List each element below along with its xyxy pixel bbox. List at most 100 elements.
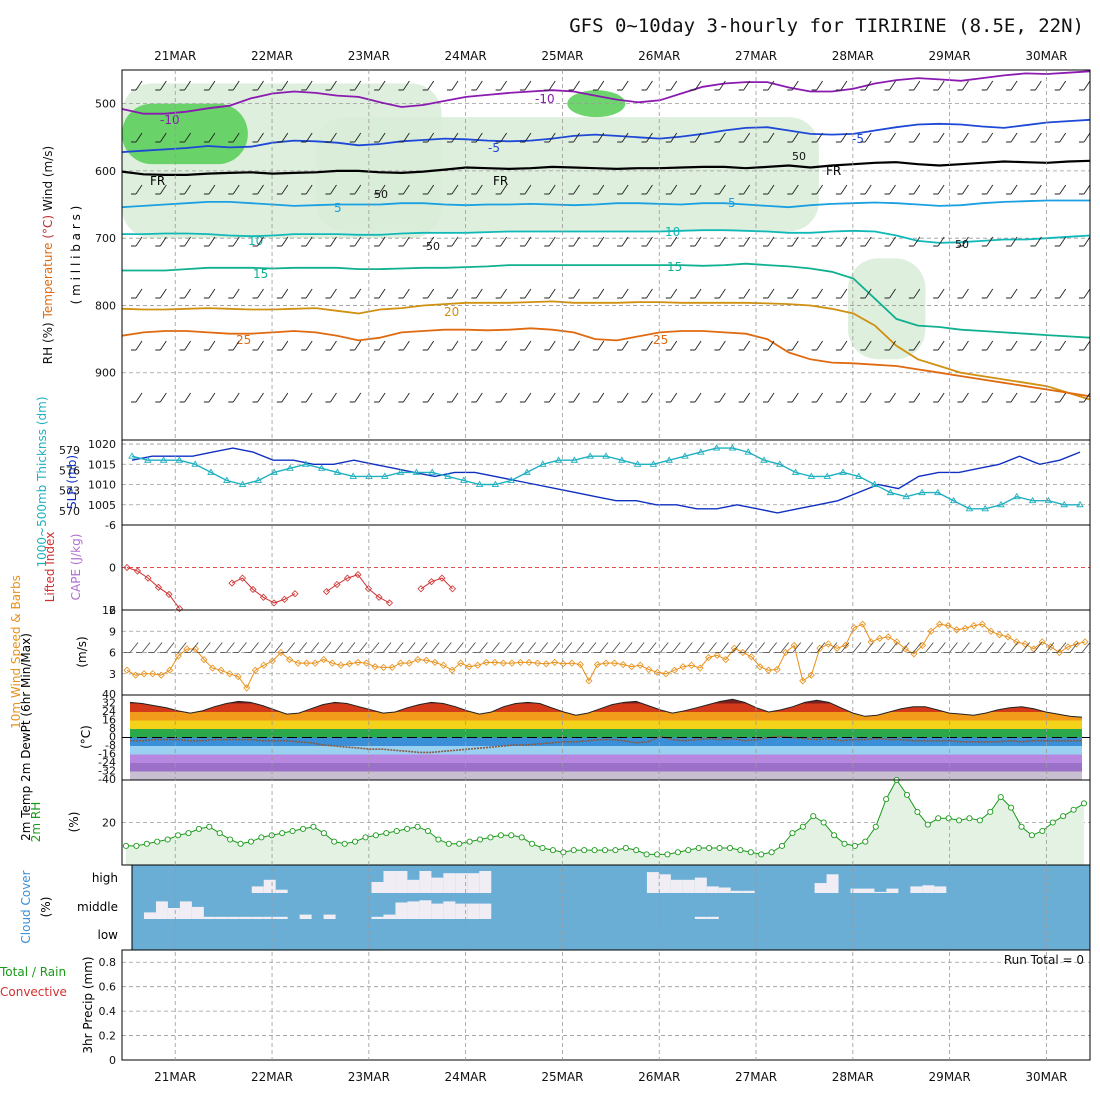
- isotherm-label: 20: [444, 305, 459, 319]
- rh-marker: [601, 847, 609, 854]
- wind-barb-icon: [471, 288, 483, 299]
- wind-barb-icon: [690, 288, 702, 299]
- wind-barb-icon: [203, 80, 216, 91]
- cloud-middle-bar: [694, 916, 707, 919]
- cloud-high-bar: [646, 872, 659, 893]
- thickness-marker: [807, 472, 816, 479]
- lifted-index-marker: [322, 588, 331, 596]
- wind-barb-icon: [155, 236, 167, 247]
- thickness-ytick: 573: [59, 485, 80, 498]
- rh-marker: [716, 844, 723, 852]
- wind-barb-icon: [979, 642, 994, 653]
- wind-barb-icon: [618, 642, 633, 653]
- wind-speed-marker: [234, 673, 242, 681]
- upper-air-ylabel-part: Wind (m/s): [41, 146, 55, 211]
- wind-barb-icon: [787, 80, 799, 91]
- wind-barb-icon: [787, 132, 799, 143]
- wind-speed-marker: [799, 677, 807, 685]
- wind-barb-icon: [617, 184, 629, 195]
- wind-barb-icon: [957, 236, 969, 247]
- wind-speed-marker: [123, 666, 131, 674]
- rh-marker: [1008, 804, 1015, 811]
- pressure-axis-text: ( m i l l i b a r s ): [69, 206, 83, 305]
- wind-barb-icon: [131, 392, 143, 403]
- rh-marker: [164, 836, 171, 843]
- date-label-top: 29MAR: [929, 49, 971, 63]
- rh-marker: [706, 844, 713, 852]
- rh-marker: [768, 849, 775, 856]
- thickness-marker: [491, 480, 500, 487]
- cloud-high-bar: [263, 879, 276, 893]
- wind-barb-icon: [726, 642, 741, 653]
- wind-barb-icon: [160, 642, 175, 653]
- wind-barb-icon: [763, 80, 775, 91]
- wind-barb-icon: [398, 236, 410, 247]
- upper-air-ytick: 900: [95, 367, 116, 380]
- wind-barb-icon: [473, 642, 488, 653]
- wind-speed-marker: [508, 659, 516, 667]
- wind-barb-icon: [557, 642, 573, 653]
- thickness-marker: [159, 456, 168, 463]
- rh-marker: [778, 842, 786, 849]
- wind-barb-icon: [883, 642, 898, 653]
- wind-barb-icon: [981, 288, 994, 299]
- wind-barb-icon: [834, 642, 850, 653]
- temp-line: [129, 698, 1083, 718]
- cloud-high-bar: [718, 887, 731, 893]
- lifted-index-marker: [385, 599, 394, 607]
- rh-shading: [122, 103, 248, 165]
- wind-barb-icon: [374, 184, 386, 195]
- rh-marker: [841, 840, 848, 847]
- chart-title: GFS 0~10day 3-hourly for TIRIRINE (8.5E,…: [569, 15, 1084, 37]
- wind-barb-icon: [811, 184, 823, 195]
- wind-barb-icon: [1006, 340, 1018, 351]
- rh-marker: [820, 819, 827, 826]
- wind-barb-icon: [967, 642, 982, 653]
- cloud-high-bar: [862, 888, 875, 893]
- cloud-high-bar: [934, 886, 947, 893]
- thickness-marker: [586, 452, 594, 459]
- wind-barb-icon: [155, 80, 167, 91]
- wind-barb-icon: [349, 132, 362, 143]
- rh-contour-label: 50: [426, 240, 440, 253]
- wind-barb-icon: [763, 184, 775, 195]
- wind-barb-icon: [228, 340, 240, 351]
- wind-speed-marker: [961, 624, 969, 632]
- wind-speed-marker: [593, 660, 602, 669]
- thickness-marker: [507, 476, 515, 483]
- wind-barb-icon: [228, 288, 240, 299]
- wind-barb-icon: [811, 392, 823, 403]
- wind-barb-icon: [568, 288, 580, 299]
- wind-speed-line: [126, 623, 1086, 689]
- wind-barb-icon: [835, 184, 848, 195]
- wind-barb-icon: [957, 288, 969, 299]
- wind-barb-icon: [155, 340, 167, 351]
- cloud-ylabel-text: Cloud Cover: [19, 870, 33, 943]
- isotherm-line: [121, 70, 1091, 115]
- thickness-marker: [823, 472, 831, 479]
- wind-barb-icon: [1054, 132, 1067, 143]
- thickness-marker: [207, 468, 215, 475]
- cloud-high-bar: [467, 873, 480, 893]
- slp-series-line: [131, 447, 1080, 510]
- lifted-ylabel: Lifted Index: [43, 532, 57, 603]
- wind-barb-icon: [908, 392, 921, 403]
- wind-barb-icon: [437, 642, 452, 653]
- wind-speed-marker: [226, 670, 234, 678]
- thickness-marker: [333, 468, 342, 475]
- temp-ytick: -8: [105, 739, 116, 752]
- wind-speed-marker: [773, 665, 781, 674]
- wind-ytick: 6: [109, 647, 116, 660]
- lifted-index-marker: [133, 567, 142, 575]
- wind-barb-icon: [352, 642, 368, 653]
- wind-speed-marker: [859, 620, 867, 628]
- wind-barb-icon: [835, 340, 848, 351]
- wind-speed-marker: [431, 658, 439, 666]
- wind-barb-icon: [787, 340, 799, 351]
- cape-ylabel: CAPE (J/kg): [69, 534, 83, 601]
- rh-marker: [664, 851, 671, 858]
- wind-speed-marker: [756, 663, 764, 671]
- wind-barb-icon: [981, 80, 994, 91]
- wind-barb-icon: [276, 288, 289, 299]
- rh-marker: [476, 836, 484, 843]
